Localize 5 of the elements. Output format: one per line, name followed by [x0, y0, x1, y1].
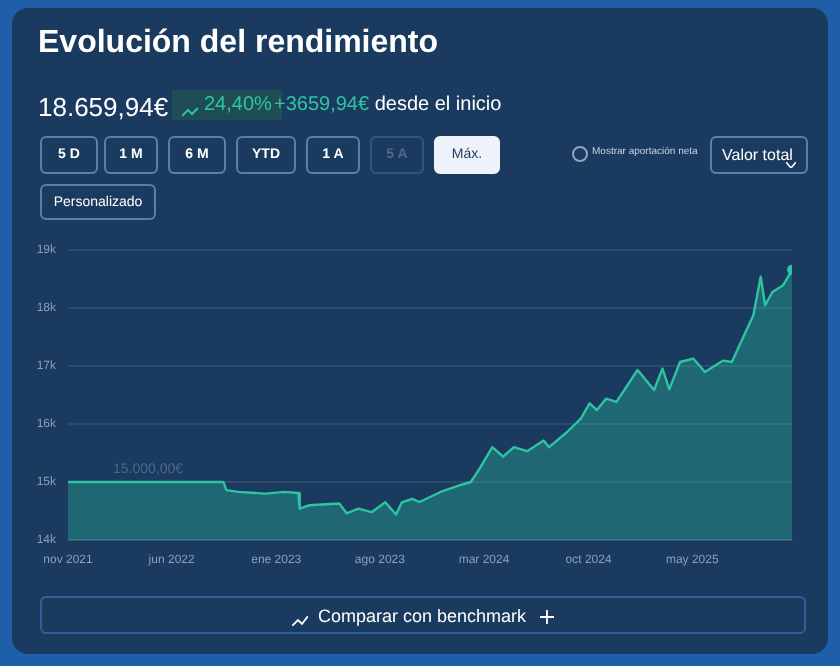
text: 24,40% [204, 94, 272, 116]
text: Comparar con benchmark [317, 605, 527, 625]
chart-subtitle: 18.659,94€ [38, 92, 169, 122]
text: +3659,94€ desde el inicio [274, 94, 502, 116]
chart-title: Evolución del rendimiento [38, 26, 439, 62]
